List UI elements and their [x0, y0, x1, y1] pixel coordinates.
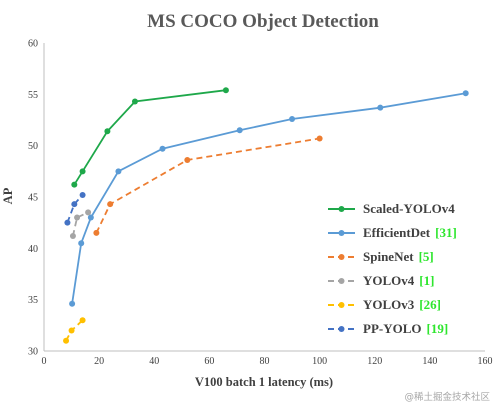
- data-point: [79, 191, 86, 198]
- legend-item: YOLOv4 [1]: [328, 273, 434, 288]
- legend-series-name: PP-YOLO: [363, 321, 422, 336]
- data-point: [236, 127, 243, 134]
- legend-swatch-marker: [338, 206, 345, 212]
- x-tick-label: 160: [478, 356, 493, 367]
- data-point: [184, 157, 191, 164]
- series-yolov4: [69, 209, 92, 240]
- y-tick-label: 40: [28, 244, 38, 255]
- axes: 0 20 40 60 80 100 120 140 160 30 35 40 45 50 55 60: [28, 39, 493, 368]
- x-tick-label: 40: [149, 356, 159, 367]
- data-point: [71, 201, 78, 208]
- legend-item: EfficientDet [31]: [328, 225, 457, 240]
- x-tick-label: 20: [94, 356, 104, 367]
- series-yolov3: [63, 317, 86, 344]
- data-point: [79, 317, 86, 324]
- legend-citation: [26]: [419, 297, 441, 312]
- data-point: [462, 90, 469, 97]
- x-tick-label: 60: [204, 356, 214, 367]
- series-layer: [63, 87, 469, 344]
- legend-item: YOLOv3 [26]: [328, 297, 441, 312]
- data-point: [107, 201, 114, 208]
- legend-series-name: Scaled-YOLOv4: [363, 201, 455, 216]
- data-point: [377, 104, 384, 111]
- legend-label: SpineNet [5]: [363, 249, 434, 264]
- legend-series-name: YOLOv4: [363, 273, 415, 288]
- legend-item: PP-YOLO [19]: [328, 321, 448, 336]
- data-point: [74, 214, 81, 221]
- legend-label: YOLOv4 [1]: [363, 273, 434, 288]
- y-tick-label: 30: [28, 347, 38, 358]
- legend-citation: [1]: [419, 273, 434, 288]
- y-tick-label: 35: [28, 295, 38, 306]
- data-point: [64, 219, 71, 226]
- data-point: [222, 87, 229, 94]
- y-axis-label: AP: [1, 187, 15, 204]
- legend-swatch-marker: [338, 254, 345, 260]
- legend-label: Scaled-YOLOv4: [363, 201, 455, 216]
- series-line: [73, 89, 227, 186]
- data-point: [316, 135, 323, 142]
- data-point: [93, 229, 100, 236]
- legend-swatch-marker: [338, 278, 345, 284]
- legend-citation: [5]: [419, 249, 434, 264]
- series-line: [95, 137, 320, 234]
- series-efficientdet: [69, 90, 469, 307]
- legend-swatch-marker: [338, 302, 345, 308]
- x-tick-label: 140: [422, 356, 437, 367]
- series-scaled-yolov4: [71, 87, 229, 188]
- legend-series-name: YOLOv3: [363, 297, 415, 312]
- legend-swatch-marker: [338, 326, 345, 332]
- y-tick-label: 55: [28, 90, 38, 101]
- data-point: [68, 327, 75, 334]
- watermark: @稀土掘金技术社区: [404, 391, 490, 403]
- legend-series-name: SpineNet: [363, 249, 414, 264]
- data-point: [131, 98, 138, 105]
- legend-swatch-marker: [338, 230, 345, 236]
- y-tick-label: 45: [28, 193, 38, 204]
- data-point: [289, 115, 296, 122]
- legend-label: YOLOv3 [26]: [363, 297, 441, 312]
- data-point: [115, 168, 122, 175]
- legend: Scaled-YOLOv4 EfficientDet [31] SpineNet [5]…: [328, 201, 457, 336]
- data-point: [69, 233, 76, 240]
- data-point: [69, 300, 76, 307]
- data-point: [71, 181, 78, 188]
- data-point: [85, 209, 92, 216]
- legend-citation: [19]: [427, 321, 449, 336]
- data-point: [159, 145, 166, 152]
- x-tick-label: 120: [367, 356, 382, 367]
- legend-label: EfficientDet [31]: [363, 225, 457, 240]
- data-point: [63, 337, 70, 344]
- chart-title: MS COCO Object Detection: [147, 11, 379, 32]
- x-tick-label: 0: [42, 356, 47, 367]
- legend-label: PP-YOLO [19]: [363, 321, 448, 336]
- series-pp-yolo: [64, 191, 86, 226]
- y-tick-label: 50: [28, 141, 38, 152]
- data-point: [79, 168, 86, 175]
- x-tick-label: 100: [312, 356, 327, 367]
- y-tick-label: 60: [28, 39, 38, 50]
- series-spinenet: [93, 135, 323, 236]
- data-point: [78, 240, 85, 247]
- legend-item: SpineNet [5]: [328, 249, 434, 264]
- data-point: [104, 128, 111, 135]
- legend-citation: [31]: [435, 225, 457, 240]
- x-tick-label: 80: [260, 356, 270, 367]
- data-point: [87, 214, 94, 221]
- legend-item: Scaled-YOLOv4: [328, 201, 455, 216]
- legend-series-name: EfficientDet: [363, 225, 431, 240]
- x-axis-label: V100 batch 1 latency (ms): [195, 375, 333, 389]
